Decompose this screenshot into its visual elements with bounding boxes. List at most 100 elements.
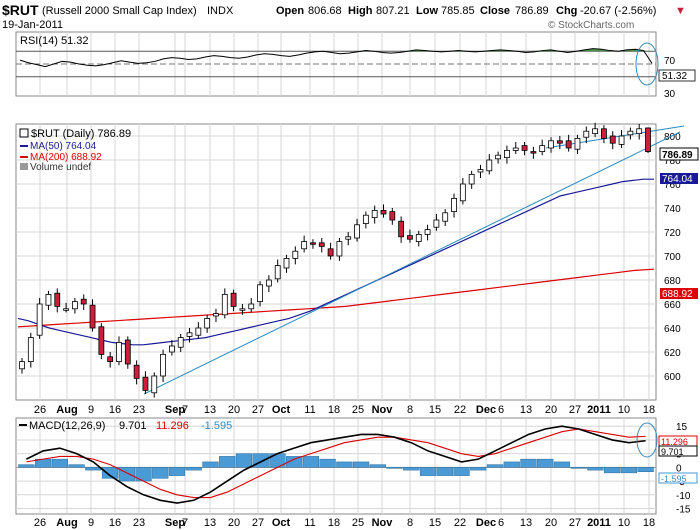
macd-hist-bar [319,458,336,468]
candle-body [636,128,643,135]
macd-legend-name: MACD(12,26,9) [29,420,105,432]
macd-hist-bar [118,467,135,482]
x-tick-label: 18 [643,404,655,416]
macd-y-tick: -15 [676,505,691,516]
low-value: 785.85 [441,5,475,17]
macd-hist-bar [537,458,554,468]
price-y-tick: 760 [664,180,681,191]
macd-hist-bar [386,467,403,469]
macd-hist-bar [520,458,537,468]
macd-hist-bar [503,461,520,468]
price-y-tick: 740 [664,204,681,215]
x-tick-label: 6 [498,404,504,416]
x-tick-label: 22 [454,517,466,529]
macd-hist-bar [168,467,186,476]
ma50-legend: MA(50) 764.04 [30,141,97,152]
ma50-line [17,178,654,346]
candle-body [151,375,158,394]
candle-body [257,284,263,302]
macd-hist-bar [202,461,219,468]
candle-body [98,326,105,355]
rsi-annotation-circle [635,42,659,86]
candle-body [539,145,546,153]
x-tick-label: 8 [407,517,413,529]
candle-body [213,313,219,317]
macd-hist-bar [135,467,152,482]
candle-body [142,376,149,391]
candle-body [72,301,78,310]
macd-hist-bar [620,467,638,474]
macd-hist-bar [101,467,119,479]
candle-body [424,229,431,235]
x-tick-label: 9 [88,517,94,529]
candle-body [124,339,131,365]
price-y-tick: 620 [664,348,681,359]
candle-body [327,248,334,257]
candle-body [265,279,272,287]
x-tick-label: Nov [372,517,394,529]
rsi-grid [16,32,656,96]
candle-body [504,149,510,158]
x-tick-label: 15 [429,517,441,529]
price-y-tick: 780 [664,156,681,167]
x-tick-label: 9 [88,404,94,416]
rsi-value-badge-text: 51.32 [662,71,687,82]
candle-body [442,212,449,222]
x-tick-label: 10 [618,404,630,416]
volume-legend: Volume undef [30,162,91,173]
macd-legend-macd: 9.701 [119,420,147,432]
macd-hist-bar [553,461,571,468]
macd-hist-bar [570,467,587,469]
macd-hist-bar [453,467,470,476]
macd-hist-bar [637,467,654,473]
candle-body [574,137,581,150]
trendline-lower [143,131,681,395]
macd-hist-bar [219,456,236,468]
macd-line [26,425,646,504]
candle-legend-icon [19,128,29,138]
candle-body [186,332,193,337]
price-panel [15,123,657,401]
candle-body [80,298,87,305]
x-tick-label: 27 [569,404,581,416]
candle-body [521,145,528,151]
x-tick-label: Aug [56,404,77,416]
macd-hist-bar [587,467,604,471]
ohlc-summary: Open 806.68 High 807.21 Low 785.85 Close… [276,5,686,17]
price-y-tick: 640 [664,324,681,335]
macd-badge [658,445,698,457]
x-tick-label: 11 [304,404,315,416]
candle-body [133,364,140,379]
macd-hist-bar [235,453,253,468]
candle-body [177,337,184,348]
price-y-tick: 720 [664,228,681,239]
high-label: High [348,5,373,17]
candles [19,122,651,398]
close-value: 786.89 [515,5,549,17]
price-y-tick: 700 [664,252,681,263]
x-tick-label: Sep [165,517,185,529]
watermark: © StockCharts.com [548,20,634,31]
macd-y-tick: 0 [676,463,682,474]
x-tick-label: 18 [328,404,340,416]
candle-body [530,151,537,154]
candle-body [239,308,246,311]
macd-hist-bar [185,467,202,471]
candle-body [477,169,484,173]
low-label: Low [416,5,438,17]
close-label: Close [480,5,510,17]
x-tick-label: 22 [454,404,466,416]
volume-legend-icon [20,163,28,170]
macd-hist-bar [152,467,169,479]
candle-body [195,327,202,336]
high-value: 807.21 [376,5,410,17]
ma200-badge [660,288,698,299]
chg-value: -20.67 (-2.56%) [580,5,656,17]
rsi-value-badge [658,69,696,82]
candle-body [601,128,607,139]
x-tick-label: 13 [520,404,532,416]
candle-body [160,353,166,377]
candle-body [627,130,634,136]
candle-body [318,242,325,247]
